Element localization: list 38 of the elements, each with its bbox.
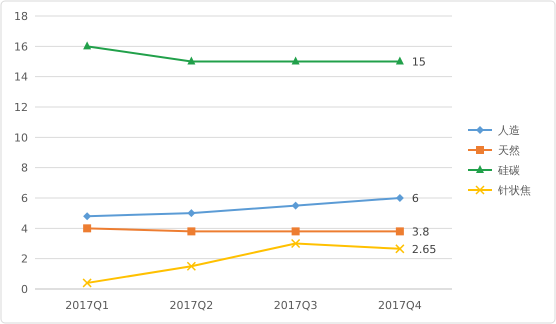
point	[186, 262, 196, 271]
x-tick-label: 2017Q4	[378, 299, 422, 312]
point	[290, 238, 300, 248]
data-label: 3.8	[412, 225, 430, 238]
data-label: 15	[412, 56, 426, 68]
point	[187, 56, 196, 64]
legend-label: 天然	[498, 144, 520, 157]
legend-label: 硅碳	[497, 164, 520, 177]
y-tick-label: 8	[21, 162, 28, 175]
point	[83, 41, 92, 50]
y-tick-label: 6	[21, 192, 28, 205]
data-label: 6	[412, 192, 419, 205]
point	[396, 56, 404, 64]
y-tick-label: 10	[14, 131, 28, 144]
y-tick-label: 2	[21, 252, 28, 266]
legend-label: 针状焦	[497, 184, 531, 197]
x-tick-label: 2017Q3	[274, 299, 318, 312]
point	[292, 227, 300, 236]
y-tick-label: 0	[21, 283, 28, 296]
point	[83, 224, 92, 232]
y-tick-label: 12	[14, 101, 28, 114]
point	[187, 227, 196, 236]
point	[292, 202, 300, 210]
y-tick-label: 14	[14, 70, 28, 84]
y-tick-label: 18	[14, 10, 28, 23]
legend-label: 人造	[498, 124, 520, 137]
y-tick-label: 16	[14, 40, 28, 54]
point	[82, 278, 92, 288]
point	[395, 244, 405, 254]
point	[83, 212, 92, 220]
x-tick-label: 2017Q2	[170, 299, 214, 312]
x-tick-label: 2017Q1	[65, 299, 109, 312]
point	[292, 56, 300, 64]
point	[396, 227, 404, 236]
data-label: 2.65	[412, 242, 436, 256]
point	[187, 209, 196, 218]
point	[396, 194, 404, 202]
y-tick-label: 4	[21, 222, 28, 236]
